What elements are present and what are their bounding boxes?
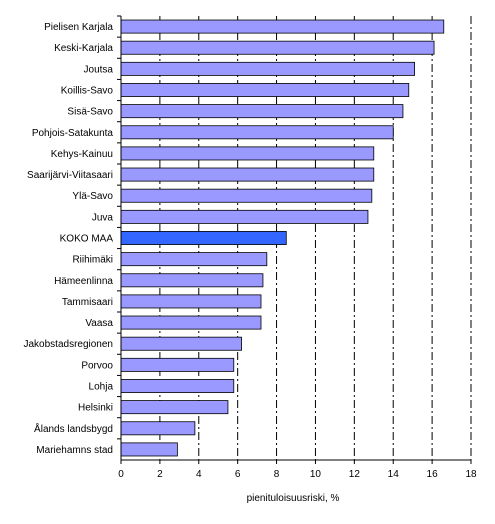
category-label-1: Keski-Karjala — [54, 43, 113, 54]
category-label-6: Kehys-Kainuu — [51, 149, 113, 160]
category-label-7: Saarijärvi-Viitasaari — [27, 170, 113, 181]
bar-17 — [120, 379, 235, 393]
bar-20 — [120, 442, 178, 457]
category-label-10: KOKO MAA — [60, 234, 114, 245]
category-label-4: Sisä-Savo — [67, 107, 113, 118]
category-label-3: Koillis-Savo — [61, 86, 114, 97]
x-tick-label-4: 4 — [196, 469, 202, 480]
bars — [120, 19, 445, 457]
bar-13 — [120, 294, 262, 309]
category-labels: Pielisen Karjala Keski-Karjala Joutsa Koill… — [23, 22, 113, 456]
x-tick-label-10: 10 — [310, 469, 322, 480]
bar-10 — [120, 231, 287, 245]
x-tick-label-12: 12 — [349, 469, 361, 480]
category-label-13: Tammisaari — [62, 297, 113, 308]
bar-3 — [120, 83, 410, 97]
bar-15 — [120, 336, 242, 351]
category-label-18: Helsinki — [78, 403, 113, 414]
bar-5 — [120, 125, 394, 140]
bar-16 — [120, 357, 235, 372]
category-label-17: Lohja — [89, 382, 114, 393]
bar-8 — [120, 188, 373, 203]
x-tick-label-18: 18 — [465, 469, 477, 480]
bar-14 — [120, 315, 262, 330]
axes — [117, 15, 472, 464]
category-label-2: Joutsa — [84, 64, 114, 75]
x-tick-label-2: 2 — [157, 469, 163, 480]
bar-18 — [120, 400, 229, 415]
x-tick-label-0: 0 — [118, 469, 124, 480]
bar-1 — [120, 40, 435, 55]
category-label-9: Juva — [92, 212, 114, 223]
category-label-12: Hämeenlinna — [54, 276, 113, 287]
bar-12 — [120, 273, 264, 288]
x-tick-label-6: 6 — [235, 469, 241, 480]
category-label-15: Jakobstadsregionen — [23, 339, 113, 350]
bar-4 — [120, 104, 404, 119]
x-tick-label-14: 14 — [388, 469, 400, 480]
x-axis-title: pienituloisuusriski, % — [247, 493, 340, 504]
bar-0 — [120, 19, 445, 34]
bar-11 — [120, 252, 268, 267]
category-label-11: Riihimäki — [72, 255, 113, 266]
category-label-14: Vaasa — [85, 318, 113, 329]
bar-6 — [120, 146, 375, 161]
category-label-19: Ålands landsbygd — [34, 422, 113, 435]
x-tick-label-8: 8 — [274, 469, 280, 480]
category-label-0: Pielisen Karjala — [44, 22, 113, 33]
bar-19 — [120, 421, 196, 436]
x-tick-labels: 0 2 4 6 8 10 12 14 16 18 — [118, 469, 477, 480]
category-label-16: Porvoo — [81, 360, 113, 371]
bar-7 — [120, 167, 375, 182]
bar-9 — [120, 209, 369, 224]
bar-2 — [120, 61, 416, 76]
category-label-20: Mariehamns stad — [36, 445, 113, 456]
x-tick-label-16: 16 — [427, 469, 439, 480]
category-label-8: Ylä-Savo — [72, 191, 113, 202]
category-label-5: Pohjois-Satakunta — [32, 128, 114, 139]
